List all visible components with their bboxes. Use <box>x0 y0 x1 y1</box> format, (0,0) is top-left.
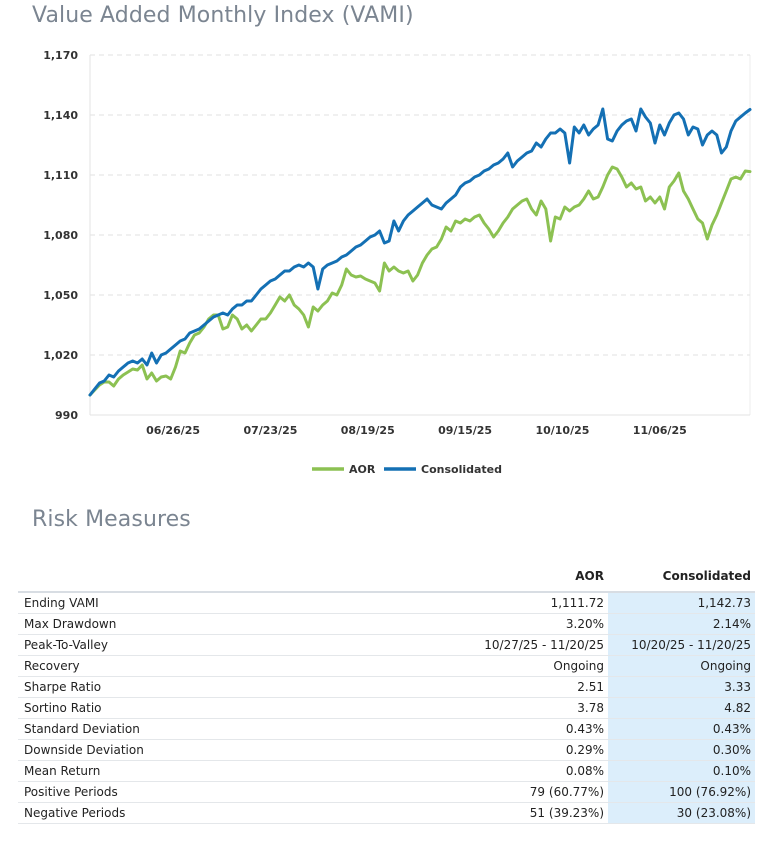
y-tick-label: 1,050 <box>43 289 78 302</box>
consolidated-value: 1,142.73 <box>608 592 755 614</box>
aor-value: 79 (60.77%) <box>288 781 608 803</box>
legend-label: AOR <box>349 463 376 476</box>
y-tick-label: 1,080 <box>43 229 78 242</box>
y-tick-label: 1,170 <box>43 49 78 62</box>
legend-item-aor[interactable]: AOR <box>312 463 376 476</box>
aor-value: Ongoing <box>288 655 608 677</box>
y-tick-label: 1,140 <box>43 109 78 122</box>
x-tick-label: 07/23/25 <box>243 424 297 437</box>
chart-title: Value Added Monthly Index (VAMI) <box>32 3 414 28</box>
row-label: Recovery <box>18 655 288 677</box>
row-label: Downside Deviation <box>18 739 288 761</box>
table-row: Max Drawdown 3.20% 2.14% <box>18 613 755 635</box>
table-row: Mean Return 0.08% 0.10% <box>18 760 755 782</box>
row-label: Sharpe Ratio <box>18 676 288 698</box>
consolidated-value: Ongoing <box>608 655 755 677</box>
series-lines <box>88 107 752 397</box>
consolidated-value: 3.33 <box>608 676 755 698</box>
aor-value: 51 (39.23%) <box>288 802 608 824</box>
table-row: Recovery Ongoing Ongoing <box>18 655 755 677</box>
table-row: Positive Periods 79 (60.77%) 100 (76.92%) <box>18 781 755 803</box>
x-tick-label: 11/06/25 <box>633 424 687 437</box>
consolidated-value: 10/20/25 - 11/20/25 <box>608 634 755 656</box>
row-label: Sortino Ratio <box>18 697 288 719</box>
risk-measures-table: AOR Consolidated Ending VAMI 1,111.72 1,14… <box>18 569 755 824</box>
aor-value: 0.08% <box>288 760 608 782</box>
table-header-row: AOR Consolidated <box>18 569 755 593</box>
x-tick-label: 08/19/25 <box>341 424 395 437</box>
consolidated-value: 0.30% <box>608 739 755 761</box>
aor-value: 10/27/25 - 11/20/25 <box>288 634 608 656</box>
consolidated-value: 100 (76.92%) <box>608 781 755 803</box>
consolidated-value: 2.14% <box>608 613 755 635</box>
risk-measures-title: Risk Measures <box>32 507 191 532</box>
table-row: Downside Deviation 0.29% 0.30% <box>18 739 755 761</box>
series-line-consolidated <box>88 107 752 397</box>
aor-value: 0.29% <box>288 739 608 761</box>
table-row: Negative Periods 51 (39.23%) 30 (23.08%) <box>18 802 755 824</box>
table-row: Standard Deviation 0.43% 0.43% <box>18 718 755 740</box>
consolidated-value: 4.82 <box>608 697 755 719</box>
row-label: Positive Periods <box>18 781 288 803</box>
table-row: Peak-To-Valley 10/27/25 - 11/20/25 10/20/2… <box>18 634 755 656</box>
column-header-aor: AOR <box>288 569 608 593</box>
aor-value: 0.43% <box>288 718 608 740</box>
aor-value: 3.78 <box>288 697 608 719</box>
table-row: Ending VAMI 1,111.72 1,142.73 <box>18 592 755 614</box>
x-tick-label: 06/26/25 <box>146 424 200 437</box>
column-header-consolidated: Consolidated <box>608 569 755 593</box>
legend-label: Consolidated <box>421 463 502 476</box>
y-tick-label: 1,020 <box>43 349 78 362</box>
x-tick-label: 09/15/25 <box>438 424 492 437</box>
consolidated-value: 0.43% <box>608 718 755 740</box>
x-axis-ticks: 06/26/25 07/23/25 08/19/25 09/15/25 10/10/25… <box>146 424 687 437</box>
aor-value: 1,111.72 <box>288 592 608 614</box>
y-tick-label: 990 <box>55 409 78 422</box>
aor-value: 2.51 <box>288 676 608 698</box>
row-label: Standard Deviation <box>18 718 288 740</box>
row-label: Ending VAMI <box>18 592 288 614</box>
aor-value: 3.20% <box>288 613 608 635</box>
column-header-label <box>18 569 288 593</box>
consolidated-value: 30 (23.08%) <box>608 802 755 824</box>
vami-chart: 990 1,020 1,050 1,080 1,110 1,140 1,170 06/26/… <box>43 49 752 476</box>
row-label: Max Drawdown <box>18 613 288 635</box>
consolidated-value: 0.10% <box>608 760 755 782</box>
row-label: Mean Return <box>18 760 288 782</box>
y-axis-ticks: 990 1,020 1,050 1,080 1,110 1,140 1,170 <box>43 49 78 422</box>
y-tick-label: 1,110 <box>43 169 78 182</box>
series-line-aor <box>88 165 752 397</box>
table-row: Sortino Ratio 3.78 4.82 <box>18 697 755 719</box>
table-row: Sharpe Ratio 2.51 3.33 <box>18 676 755 698</box>
chart-legend[interactable]: AOR Consolidated <box>312 463 502 476</box>
row-label: Negative Periods <box>18 802 288 824</box>
legend-item-consolidated[interactable]: Consolidated <box>384 463 502 476</box>
x-tick-label: 10/10/25 <box>535 424 589 437</box>
row-label: Peak-To-Valley <box>18 634 288 656</box>
chart-grid <box>89 54 751 416</box>
